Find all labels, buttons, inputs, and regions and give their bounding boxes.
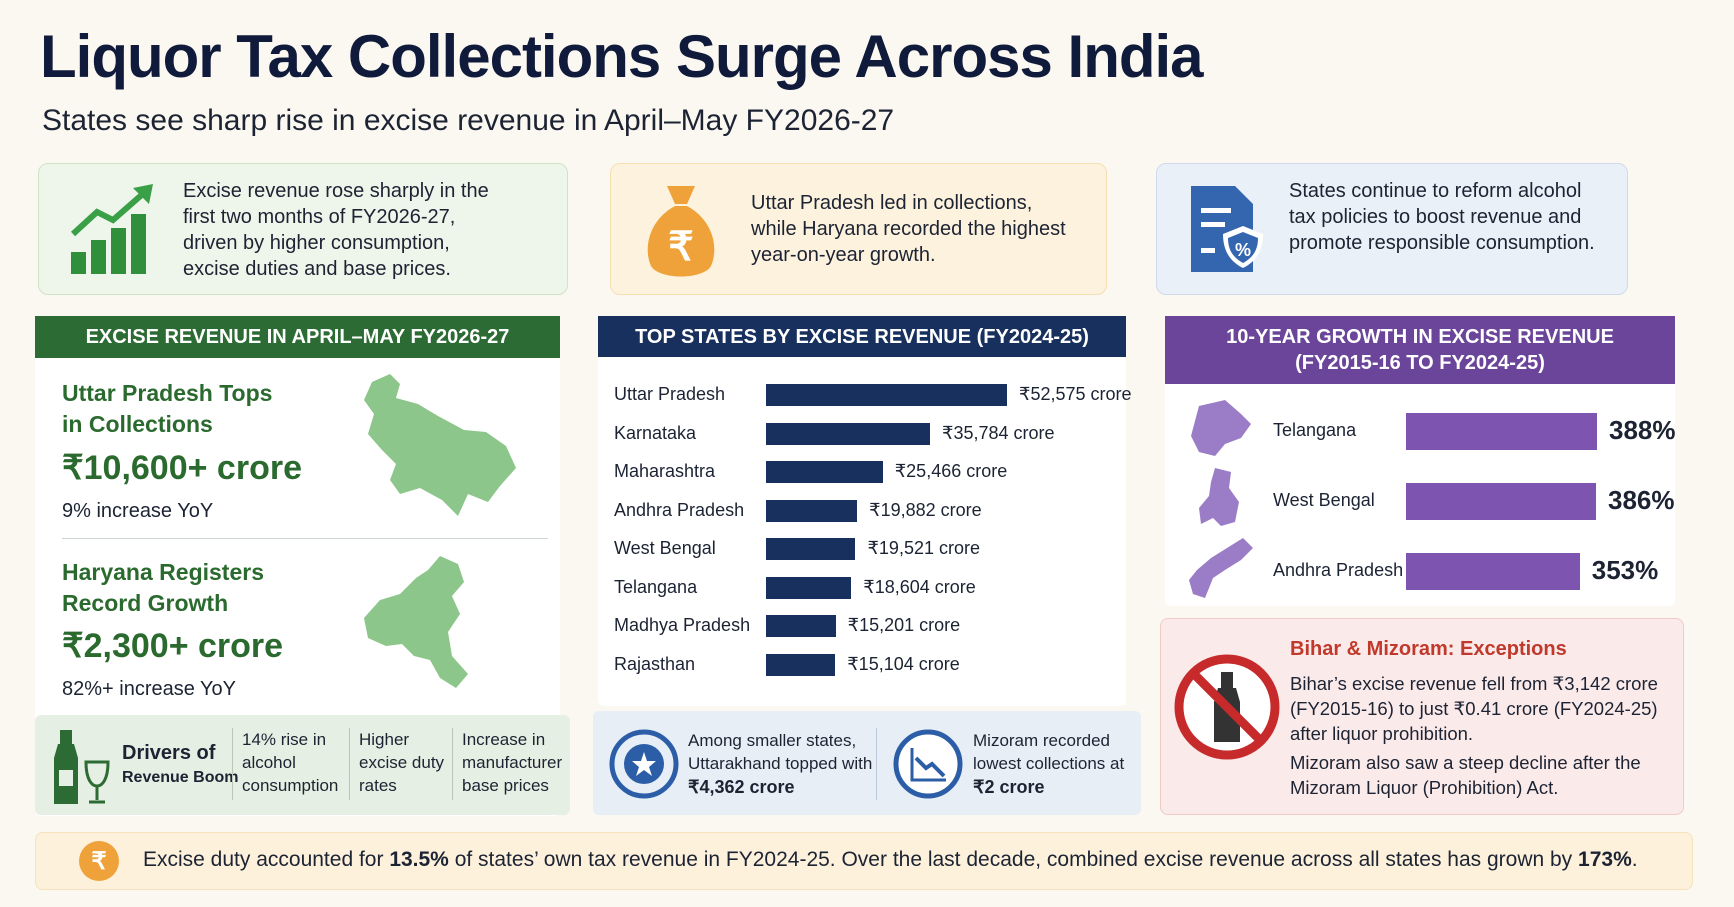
row-label: Uttar Pradesh [614,384,726,404]
item-heading: Uttar Pradesh Tops in Collections [62,380,273,437]
bar [766,653,836,676]
panel-title: TOP STATES BY EXCISE REVENUE (FY2024-25) [598,316,1126,357]
bar [766,461,883,483]
bar [1406,482,1596,520]
footer-highlight: 173% [1578,848,1632,871]
row-label: Rajasthan [614,653,696,674]
divider [232,728,233,800]
value-label: 388% [1609,415,1676,446]
haryana-map [364,556,468,688]
value-label: ₹25,466 crore [894,461,1008,482]
decline-icon [893,729,963,799]
row-label: Andhra Pradesh [1273,560,1404,580]
item-amount: ₹10,600+ crore [62,449,302,487]
prohibition-icon [1174,654,1280,760]
value-label: ₹35,784 crore [942,422,1055,443]
svg-text:₹: ₹ [668,225,693,269]
row-label: West Bengal [1273,490,1375,510]
panel-title: 10-YEAR GROWTH IN EXCISE REVENUE (FY2015… [1165,316,1675,384]
row-label: Karnataka [614,422,697,443]
rupee-icon: ₹ [79,841,119,881]
row-label: Maharashtra [614,461,716,481]
bar [766,615,836,637]
subtitle: States see sharp rise in excise revenue … [42,104,895,137]
value-label: ₹15,104 crore [847,653,960,674]
driver-item: Higher excise duty rates [359,730,445,795]
bottle-icon [54,730,110,804]
value-label: ₹19,521 crore [867,538,980,559]
row-label: Telangana [1273,420,1357,440]
footer-text: Excise duty accounted for 13.5% of state… [143,848,1638,872]
drivers-subtitle: Revenue Boom [122,769,239,786]
note-amount: ₹2 crore [973,777,1045,797]
highlight-text: Excise revenue rose sharply in the first… [183,180,489,280]
divider [876,728,877,800]
bar [766,538,856,560]
value-label: ₹19,882 crore [869,499,982,520]
panel-title: EXCISE REVENUE IN APRIL–MAY FY2026-27 [35,316,560,358]
exceptions-text: Mizoram also saw a steep decline after t… [1290,752,1641,798]
bar [1406,552,1580,590]
item-change: 82%+ increase YoY [62,678,237,700]
row-label: West Bengal [614,538,716,558]
divider [452,728,453,800]
top-states-panel [598,316,1126,706]
value-label: ₹18,604 crore [863,576,976,597]
row-label: Telangana [614,576,698,597]
note-text: Among smaller states, Uttarakhand topped… [688,731,873,773]
footer-part: Excise duty accounted for [143,848,390,871]
bar [766,499,858,522]
value-label: ₹52,575 crore [1019,384,1132,405]
item-heading: Haryana Registers Record Growth [62,559,264,616]
exceptions-text: Bihar’s excise revenue fell from ₹3,142 … [1290,673,1658,744]
svg-text:%: % [1235,240,1251,260]
highlight-text: Uttar Pradesh led in collections, while … [751,192,1066,266]
notes-box [593,711,1141,815]
bar [1406,412,1597,450]
item-amount: ₹2,300+ crore [62,627,284,665]
footer-highlight: 13.5% [389,848,449,871]
exceptions-title: Bihar & Mizoram: Exceptions [1290,638,1567,660]
star-icon [609,729,679,799]
bar-chart: Telangana 388% West Bengal 386% Andhra Prade… [1165,395,1676,605]
footer-part: of states’ own tax revenue in FY2024-25.… [448,848,1579,871]
highlight-card: % States continue to reform alcohol tax … [1156,163,1628,295]
highlight-text: States continue to reform alcohol tax po… [1289,180,1595,254]
state-maps [1189,400,1253,598]
policy-icon: % [1191,186,1263,272]
note-amount: ₹4,362 crore [688,777,795,797]
highlight-card: ₹ Uttar Pradesh led in collections, whil… [610,163,1107,295]
highlight-card: Excise revenue rose sharply in the first… [38,163,568,295]
bar [766,422,931,445]
money-bag-icon: ₹ [647,186,715,277]
drivers-title: Drivers of [122,742,216,764]
value-label: ₹15,201 crore [847,615,961,636]
value-label: 386% [1608,485,1675,516]
drivers-strip [35,715,570,815]
row-label: Andhra Pradesh [614,499,745,520]
value-label: 353% [1591,555,1659,586]
item-change: 9% increase YoY [62,500,214,522]
bar-chart: Uttar Pradesh ₹52,575 crore Karnataka ₹35,7… [598,370,1132,690]
row-label: Madhya Pradesh [614,615,751,635]
footer [35,832,1693,890]
driver-item: Increase in manufacturer base prices [462,730,563,795]
svg-text:₹: ₹ [91,848,106,875]
divider [62,538,548,539]
growth-icon [70,184,153,274]
up-map [364,374,516,516]
divider [349,728,350,800]
note-text: Mizoram recorded lowest collections at [973,731,1125,773]
title: Liquor Tax Collections Surge Across Indi… [40,23,1204,90]
bar [766,384,1007,406]
footer-part: . [1631,848,1638,871]
bar [766,576,852,599]
driver-item: 14% rise in alcohol consumption [242,730,339,795]
